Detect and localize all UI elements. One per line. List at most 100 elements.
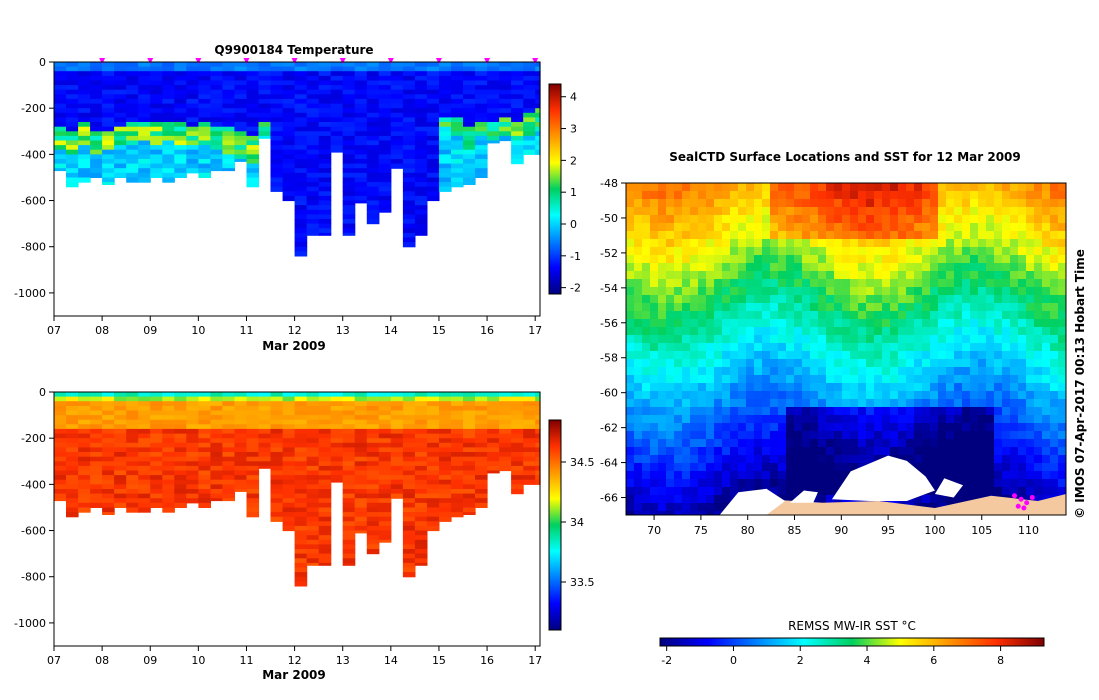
section-cell [162, 112, 175, 118]
sst-cell [970, 303, 979, 312]
sst-cell [1026, 351, 1035, 360]
sst-cell [634, 407, 643, 416]
sst-cell [770, 199, 779, 208]
sst-cell [762, 399, 771, 408]
sst-cell [898, 279, 907, 288]
section-cell [378, 149, 392, 155]
section-cell [306, 154, 320, 160]
section-cell [439, 66, 452, 72]
sst-cell [1026, 279, 1035, 288]
sst-cell [738, 463, 747, 472]
section-cell [150, 493, 163, 499]
section-cell [390, 122, 404, 128]
section-cell [54, 405, 67, 412]
sst-cell [850, 295, 859, 304]
section-cell [114, 452, 127, 458]
section-cell [414, 191, 428, 197]
section-cell [414, 163, 428, 169]
sst-cell [714, 495, 723, 504]
section-cell [306, 195, 320, 202]
section-cell [102, 85, 115, 91]
sst-cell [834, 431, 843, 440]
section-cell [354, 66, 368, 72]
sst-cell [1026, 255, 1035, 264]
sst-cell [722, 319, 731, 328]
section-cell [463, 94, 476, 100]
section-cell [54, 66, 67, 72]
sst-cell [698, 263, 707, 272]
section-cell [378, 145, 392, 151]
sst-cell [698, 471, 707, 480]
sst-cell [706, 287, 715, 296]
section-cell [414, 85, 428, 91]
section-cell [342, 493, 356, 499]
section-cell [511, 75, 524, 82]
section-cell [258, 98, 272, 105]
sst-cell [826, 351, 835, 360]
section-cell [366, 103, 380, 109]
section-cell [426, 415, 440, 421]
section-cell [282, 103, 296, 109]
sst-cell [1026, 183, 1035, 192]
sst-cell [882, 199, 891, 208]
sst-cell [1026, 311, 1035, 320]
section-cell [306, 410, 320, 416]
section-cell [114, 126, 127, 132]
sst-cell [754, 343, 763, 352]
sst-cell [754, 391, 763, 400]
sst-cell [826, 439, 835, 448]
sst-cell [722, 199, 731, 208]
section-cell [523, 98, 536, 105]
sst-cell [1050, 399, 1059, 408]
sst-cell [922, 431, 931, 440]
sst-cell [986, 383, 995, 392]
section-cell [90, 502, 103, 508]
sst-cell [866, 343, 875, 352]
section-cell [138, 475, 151, 481]
sst-cell [802, 447, 811, 456]
section-cell [523, 470, 536, 476]
sst-cell [842, 231, 851, 240]
sst-cell [770, 463, 779, 472]
section-cell [246, 396, 260, 402]
section-cell [186, 489, 199, 495]
sst-cell [650, 223, 659, 232]
section-cell [102, 126, 115, 132]
sst-cell [874, 455, 883, 464]
section-cell [523, 392, 536, 398]
section-cell [523, 135, 536, 142]
sst-cell [882, 191, 891, 200]
section-cell [222, 75, 235, 82]
section-cell [114, 396, 127, 402]
x-tick-label: 08 [95, 324, 109, 337]
section-cell [475, 447, 488, 453]
sst-cell [946, 447, 955, 456]
sst-cell [730, 415, 739, 424]
sst-cell [914, 255, 923, 264]
sst-cell [930, 207, 939, 216]
sst-cell [826, 399, 835, 408]
section-cell [246, 182, 260, 188]
section-cell [210, 419, 223, 425]
section-cell [54, 62, 67, 68]
section-cell [66, 479, 79, 485]
section-cell [354, 521, 368, 527]
section-cell [234, 71, 247, 77]
sst-cell [762, 463, 771, 472]
section-cell [210, 470, 223, 476]
section-cell [114, 149, 127, 155]
section-cell [330, 140, 344, 146]
sst-cell [962, 383, 971, 392]
sst-cell [1002, 415, 1011, 424]
sst-cell [658, 487, 667, 496]
section-cell [463, 433, 476, 439]
sst-cell [906, 295, 915, 304]
sst-cell [706, 223, 715, 232]
sst-cell [890, 271, 899, 280]
sst-cell [706, 471, 715, 480]
sst-cell [898, 399, 907, 408]
sst-cell [826, 319, 835, 328]
section-cell [402, 145, 416, 151]
sst-cell [1058, 239, 1067, 248]
sst-cell [986, 431, 995, 440]
